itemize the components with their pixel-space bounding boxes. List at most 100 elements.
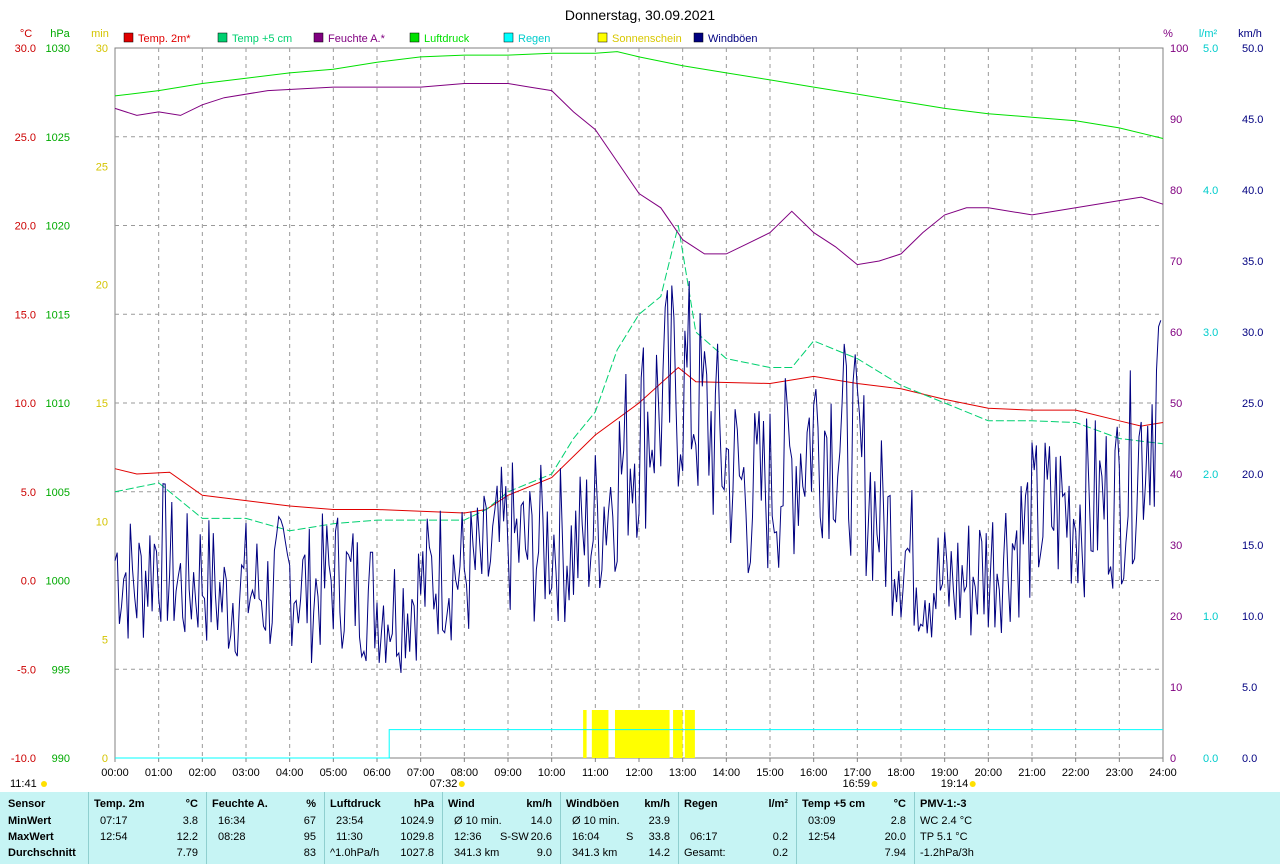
x-tick-label: 18:00	[887, 767, 915, 779]
x-tick-label: 13:00	[669, 767, 697, 779]
x-tick-label: 06:00	[363, 767, 391, 779]
x-tick-label: 23:00	[1106, 767, 1134, 779]
x-tick-label: 01:00	[145, 767, 173, 779]
weather-chart: °C 30.0 25.0 20.0 15.0 10.0 5.0 0.0 -5.0 -10.0 hPa…	[10, 7, 1263, 790]
right-tick-label: 20	[1170, 611, 1182, 623]
stats-col-pmv: PMV-1:-3 WC 2.4 °C TP 5.1 °C -1.2hPa/3h	[920, 798, 974, 859]
right-tick-label: 5.0	[1242, 682, 1257, 694]
stats-col-feuchte: Feuchte A. % 16:34 67 08:28 95 83	[212, 798, 316, 859]
right-axis-unit: %	[1163, 28, 1173, 40]
legend-label: Regen	[518, 33, 550, 45]
chart-svg: °C 30.0 25.0 20.0 15.0 10.0 5.0 0.0 -5.0 -10.0 hPa…	[10, 7, 1263, 790]
stats-col-wind: Wind km/h Ø 10 min. 14.0 12:36 S-SW 20.6…	[448, 798, 552, 859]
legend-swatch	[313, 32, 324, 43]
right-tick-label: 40	[1170, 469, 1182, 481]
right-tick-label: 20.0	[1242, 469, 1263, 481]
x-tick-label: 16:00	[800, 767, 828, 779]
left-tick-label: 25.0	[15, 132, 36, 144]
stats-col-temp2m: Temp. 2m °C 07:17 3.8 12:54 12.2 7.79	[94, 798, 198, 859]
left-tick-label: 15.0	[15, 309, 36, 321]
left-tick-label: -5.0	[17, 664, 36, 676]
right-tick-label: 15.0	[1242, 540, 1263, 552]
time-marker-dot	[458, 781, 465, 787]
left-tick-label: 1015	[46, 309, 70, 321]
left-tick-label: 20	[96, 280, 108, 292]
time-markers: 07:32 16:59 19:14 11:41	[10, 778, 976, 790]
right-tick-label: 60	[1170, 327, 1182, 339]
left-tick-label: 990	[52, 753, 70, 765]
series-line-temp-5-cm	[114, 225, 1164, 532]
sunshine-bar	[673, 710, 683, 758]
right-tick-label: 35.0	[1242, 256, 1263, 268]
left-tick-label: 1025	[46, 132, 70, 144]
right-tick-label: 25.0	[1242, 398, 1263, 410]
chart-title: Donnerstag, 30.09.2021	[565, 7, 715, 23]
legend-label: Luftdruck	[424, 33, 470, 45]
series-line-regen	[115, 729, 1163, 759]
stats-col-windboeen: Windböen km/h Ø 10 min. 23.9 16:04 S 33.…	[566, 798, 670, 859]
left-tick-label: 0.0	[21, 576, 36, 588]
right-tick-label: 40.0	[1242, 185, 1263, 197]
legend-label: Sonnenschein	[612, 33, 682, 45]
right-tick-label: 30.0	[1242, 327, 1263, 339]
stats-col-regen: Regen l/m² 06:17 0.2 Gesamt: 0.2	[684, 798, 788, 859]
left-tick-label: 5.0	[21, 487, 36, 499]
right-tick-label: 30	[1170, 540, 1182, 552]
x-tick-label: 12:00	[625, 767, 653, 779]
left-tick-label: 25	[96, 161, 108, 173]
x-tick-label: 10:00	[538, 767, 566, 779]
x-tick-label: 09:00	[494, 767, 522, 779]
right-axis-unit: l/m²	[1199, 28, 1218, 40]
time-marker-label: 11:41	[10, 778, 37, 790]
left-axis-unit: °C	[20, 28, 32, 40]
series-line-windb-en	[114, 280, 1162, 673]
x-tick-label: 17:00	[844, 767, 872, 779]
left-tick-label: 1000	[46, 576, 70, 588]
legend-swatch	[217, 32, 228, 43]
legend-swatch	[409, 32, 420, 43]
right-tick-label: 1.0	[1203, 611, 1218, 623]
legend-label: Windböen	[708, 33, 758, 45]
left-tick-label: 30	[96, 43, 108, 55]
left-tick-label: 15	[96, 398, 108, 410]
left-tick-label: 10.0	[15, 398, 36, 410]
row-label-min: MinWert	[8, 815, 52, 827]
series-line-feuchte-a-	[114, 83, 1164, 266]
left-tick-label: 30.0	[15, 43, 36, 55]
x-tick-label: 15:00	[756, 767, 784, 779]
stats-panel: Sensor MinWert MaxWert Durchschnitt Temp…	[0, 792, 1280, 864]
series-line-luftdruck	[114, 51, 1164, 139]
left-axis-unit: hPa	[50, 28, 70, 40]
sunshine-bar	[583, 710, 587, 758]
series-line-temp-2m-	[114, 366, 1164, 514]
x-tick-label: 04:00	[276, 767, 304, 779]
sunshine-bars	[583, 710, 695, 758]
time-marker-dot	[871, 781, 878, 787]
right-tick-label: 90	[1170, 114, 1182, 126]
time-marker-label: 07:32	[430, 778, 458, 790]
x-tick-label: 03:00	[232, 767, 260, 779]
x-tick-label: 22:00	[1062, 767, 1090, 779]
x-tick-label: 02:00	[189, 767, 217, 779]
x-tick-label: 24:00	[1149, 767, 1177, 779]
left-tick-label: 0	[102, 753, 108, 765]
legend-label: Feuchte A.*	[328, 33, 386, 45]
x-tick-label: 00:00	[101, 767, 129, 779]
right-tick-label: 50	[1170, 398, 1182, 410]
left-tick-label: 5	[102, 635, 108, 647]
right-axes: %1009080706050403020100l/m²5.04.03.02.01…	[1163, 28, 1263, 765]
time-marker-label: 16:59	[842, 778, 870, 790]
left-tick-label: -10.0	[11, 753, 36, 765]
row-label-avg: Durchschnitt	[8, 847, 76, 859]
legend-swatch	[503, 32, 514, 43]
legend-swatch	[123, 32, 134, 43]
x-axis: 00:00 01:00 02:00 03:00 04:00 05:00 06:00 07:00…	[101, 758, 1177, 779]
legend-label: Temp +5 cm	[232, 33, 292, 45]
x-tick-label: 20:00	[975, 767, 1003, 779]
x-tick-label: 11:00	[582, 767, 609, 779]
right-tick-label: 0.0	[1242, 753, 1257, 765]
x-tick-label: 19:00	[931, 767, 959, 779]
stats-col-labels: Sensor MinWert MaxWert Durchschnitt	[0, 792, 88, 864]
right-axis-unit: km/h	[1238, 28, 1262, 40]
legend: Temp. 2m* Temp +5 cm Feuchte A.* Luftdruck R…	[123, 32, 758, 45]
